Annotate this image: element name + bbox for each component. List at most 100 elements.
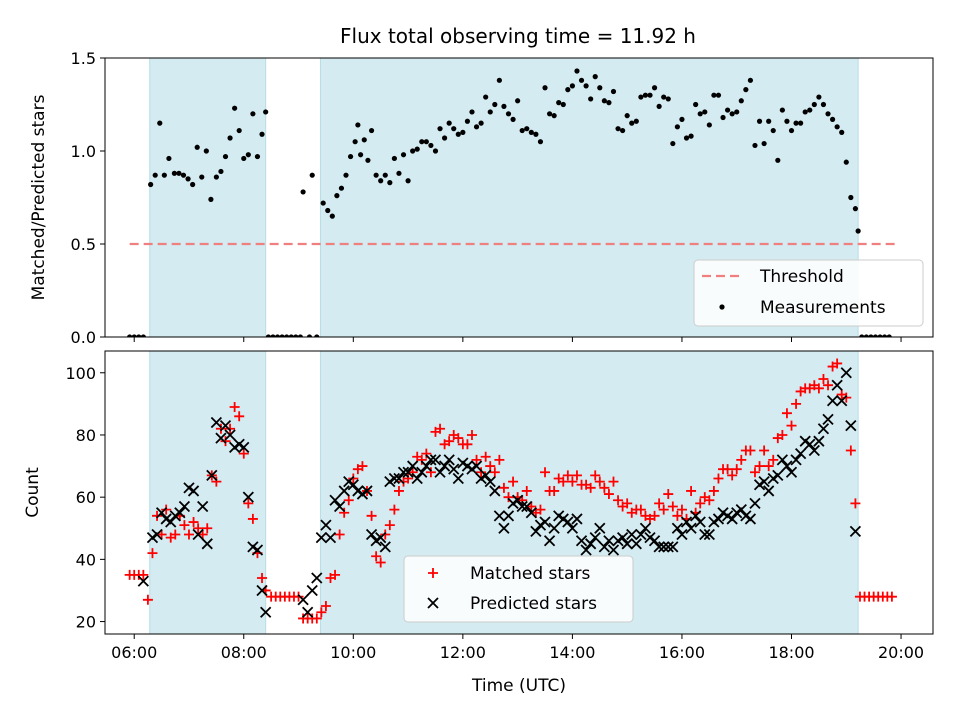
matched-stars-point — [813, 383, 824, 394]
predicted-stars-point — [484, 475, 496, 488]
y-tick-label: 20 — [76, 613, 96, 632]
matched-stars-point — [179, 520, 190, 531]
predicted-stars-point — [311, 572, 323, 584]
matched-stars-point — [567, 476, 578, 487]
matched-stars-point — [521, 485, 532, 496]
predicted-stars-point — [836, 395, 848, 407]
measurement-point — [241, 155, 247, 162]
predicted-stars-point — [438, 460, 451, 472]
measurement-point — [365, 157, 371, 163]
predicted-stars-point — [206, 469, 218, 482]
measurement-point — [460, 129, 466, 135]
measurement-point — [245, 152, 251, 158]
predicted-stars-point — [639, 522, 652, 534]
matched-stars-point — [375, 557, 386, 568]
matched-stars-point — [220, 436, 231, 447]
measurement-point — [515, 98, 521, 104]
measurement-point — [569, 83, 576, 89]
predicted-stars-point — [694, 516, 706, 528]
predicted-stars-point — [594, 522, 606, 534]
matched-stars-point — [462, 439, 473, 450]
predicted-stars-point — [502, 510, 515, 522]
predicted-stars-point — [817, 423, 830, 435]
measurement-point — [656, 103, 662, 109]
matched-stars-point — [416, 454, 427, 465]
predicted-stars-point — [151, 528, 163, 541]
measurement-point — [711, 92, 717, 98]
predicted-stars-point — [347, 479, 359, 491]
predicted-stars-point — [621, 538, 633, 550]
matched-stars-point — [161, 504, 172, 515]
measurement-point — [325, 207, 331, 214]
measurement-point — [455, 131, 461, 137]
matched-stars-point — [403, 473, 414, 484]
measurement-point — [127, 334, 133, 337]
predicted-stars-point — [425, 454, 437, 466]
measurement-point — [171, 170, 177, 176]
predicted-stars-point — [338, 485, 350, 497]
predicted-stars-point — [324, 531, 337, 544]
predicted-stars-point — [306, 584, 318, 597]
predicted-stars-point — [680, 516, 693, 528]
measurement-point — [405, 178, 411, 184]
measurement-point — [886, 334, 892, 337]
measurement-point — [693, 101, 699, 108]
measurement-point — [752, 142, 758, 149]
predicted-stars-point — [607, 544, 620, 556]
measurement-point — [688, 133, 694, 139]
matched-stars-point — [704, 495, 715, 506]
measurement-point — [410, 148, 416, 154]
x-tick-label: 06:00 — [111, 643, 157, 662]
predicted-stars-point — [703, 528, 715, 541]
measurement-point — [834, 124, 840, 130]
predicted-stars-point — [493, 510, 506, 522]
matched-stars-point — [503, 492, 514, 503]
predicted-stars-point — [379, 541, 391, 553]
measurement-point — [528, 129, 534, 135]
measurement-point — [203, 148, 209, 154]
measurement-point — [190, 181, 196, 188]
predicted-stars-point — [174, 507, 186, 519]
predicted-stars-point — [763, 485, 775, 497]
predicted-stars-point — [224, 429, 236, 441]
predicted-stars-point — [429, 454, 442, 466]
predicted-stars-point — [187, 485, 200, 497]
measurement-point — [852, 206, 859, 212]
predicted-stars-point — [690, 510, 702, 522]
measurement-point — [647, 92, 653, 98]
legend: Threshold Measurements — [693, 259, 924, 327]
measurement-point — [747, 77, 754, 83]
predicted-stars-point — [849, 525, 862, 538]
legend-measurements-label: Measurements — [760, 298, 886, 318]
matched-stars-point — [731, 464, 742, 475]
measurement-point — [218, 168, 224, 175]
measurement-point — [185, 176, 191, 182]
matched-stars-point — [384, 520, 395, 531]
predicted-stars-point — [530, 525, 542, 538]
measurement-point — [419, 139, 425, 145]
measurement-point — [400, 152, 407, 158]
matched-stars-point — [763, 461, 774, 472]
predicted-stars-point — [155, 507, 168, 519]
measurement-point — [180, 172, 187, 178]
measurement-point — [610, 88, 617, 95]
predicted-stars-point — [571, 513, 583, 525]
predicted-stars-point — [744, 513, 757, 525]
measurement-point — [387, 180, 393, 186]
predicted-stars-point — [662, 541, 674, 553]
matched-stars-point — [357, 461, 368, 472]
legend-threshold-label: Threshold — [759, 267, 844, 287]
matched-stars-point — [389, 504, 400, 515]
measurement-point — [265, 334, 272, 337]
y-tick-label: 1.0 — [71, 142, 96, 161]
measurement-point — [368, 127, 375, 134]
predicted-stars-point — [749, 497, 761, 510]
measurement-point — [396, 170, 402, 176]
measurement-point — [868, 334, 874, 337]
axes-frame — [104, 350, 934, 635]
measurement-point — [270, 334, 276, 337]
predicted-stars-point — [562, 516, 574, 528]
measurement-point — [373, 172, 379, 178]
measurement-point — [811, 101, 817, 108]
measurement-point — [297, 334, 303, 337]
